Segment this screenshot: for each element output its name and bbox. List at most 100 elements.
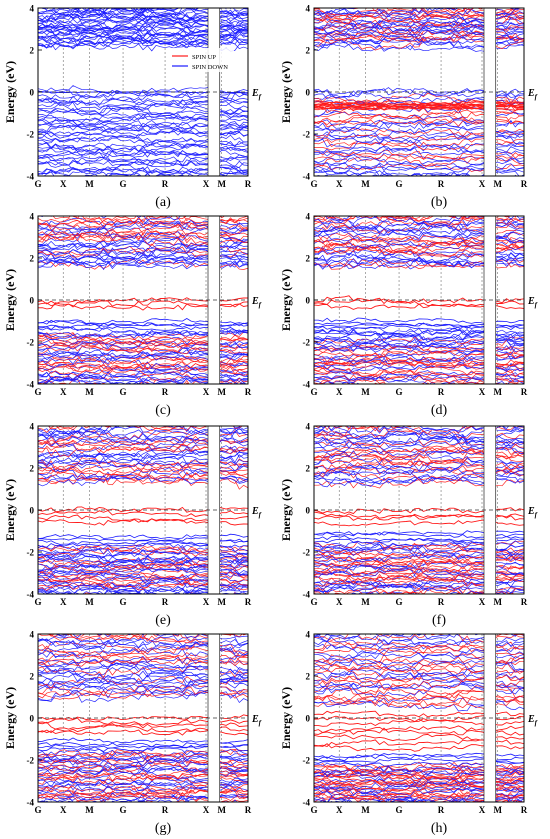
y-tick-label: 4 — [306, 212, 311, 222]
x-tick-label: G — [34, 387, 41, 397]
x-tick-label: X — [60, 805, 67, 815]
x-tick-label: X — [479, 387, 486, 397]
y-tick-label: 4 — [306, 4, 311, 14]
spin-up-band — [38, 412, 248, 424]
spin-up-band — [335, 175, 478, 176]
y-tick-label: 2 — [30, 672, 35, 682]
y-tick-label: -2 — [27, 548, 35, 558]
x-tick-label: M — [85, 179, 94, 189]
x-tick-label: R — [245, 597, 252, 607]
y-tick-label: 4 — [306, 422, 311, 432]
x-tick-label: R — [245, 179, 252, 189]
spin-up-band — [38, 594, 248, 603]
spin-up-band — [314, 386, 524, 395]
y-tick-label: 0 — [306, 506, 311, 516]
y-tick-label: -4 — [303, 798, 311, 808]
y-tick-label: 2 — [30, 464, 35, 474]
x-tick-label: G — [120, 597, 127, 607]
spin-up-band — [314, 595, 524, 606]
spin-up-band — [322, 175, 324, 176]
y-tick-label: 4 — [30, 4, 35, 14]
x-tick-label: G — [120, 387, 127, 397]
y-tick-label: -4 — [303, 590, 311, 600]
x-tick-label: R — [438, 805, 445, 815]
fermi-label: Ef — [251, 296, 262, 309]
fermi-label: Ef — [527, 296, 538, 309]
x-tick-label: G — [310, 179, 317, 189]
x-tick-label: X — [203, 805, 210, 815]
x-tick-label: R — [162, 387, 169, 397]
x-tick-label: R — [162, 805, 169, 815]
spin-up-band — [314, 206, 524, 214]
panel-caption: (c) — [155, 403, 171, 418]
panel-caption: (b) — [431, 195, 448, 210]
x-tick-label: R — [245, 387, 252, 397]
spin-up-band — [506, 801, 507, 802]
y-tick-label: 2 — [306, 46, 311, 56]
x-tick-label: X — [336, 179, 343, 189]
panel-caption: (g) — [155, 821, 172, 836]
x-tick-label: M — [361, 597, 370, 607]
y-tick-label: -2 — [303, 548, 311, 558]
x-tick-label: X — [336, 597, 343, 607]
x-tick-label: G — [310, 805, 317, 815]
spin-up-band — [352, 426, 417, 427]
y-tick-label: -2 — [303, 756, 311, 766]
y-axis-label: Energy (eV) — [279, 61, 293, 123]
x-tick-label: X — [203, 179, 210, 189]
x-tick-label: M — [494, 179, 503, 189]
x-tick-label: X — [479, 179, 486, 189]
spin-up-band — [314, 587, 516, 594]
spin-up-band — [314, 622, 524, 633]
y-tick-label: 0 — [30, 88, 35, 98]
y-tick-label: 0 — [306, 296, 311, 306]
y-axis-label: Energy (eV) — [279, 269, 293, 331]
spin-down-band — [314, 169, 517, 176]
y-tick-label: -4 — [27, 590, 35, 600]
y-tick-label: 0 — [306, 88, 311, 98]
spin-down-band — [112, 8, 113, 9]
spin-down-band — [146, 8, 150, 10]
spin-down-band — [314, 805, 524, 815]
fermi-label: Ef — [527, 506, 538, 519]
y-tick-label: -2 — [303, 338, 311, 348]
y-tick-label: 4 — [30, 630, 35, 640]
x-tick-label: X — [60, 387, 67, 397]
x-tick-label: R — [245, 805, 252, 815]
x-tick-label: G — [396, 179, 403, 189]
y-tick-label: 4 — [30, 422, 35, 432]
spin-down-band — [38, 204, 248, 215]
spin-down-band — [38, 798, 190, 802]
x-tick-label: R — [438, 387, 445, 397]
x-tick-label: X — [203, 597, 210, 607]
y-tick-label: -2 — [27, 338, 35, 348]
x-tick-label: M — [494, 805, 503, 815]
x-tick-label: M — [85, 597, 94, 607]
x-tick-label: M — [85, 805, 94, 815]
x-tick-label: M — [494, 387, 503, 397]
x-tick-label: R — [162, 597, 169, 607]
y-axis-label: Energy (eV) — [3, 687, 17, 749]
y-tick-label: 4 — [306, 630, 311, 640]
spin-down-band — [38, 8, 248, 17]
spin-down-band — [314, 596, 524, 603]
spin-up-band — [38, 386, 248, 394]
fermi-label: Ef — [251, 714, 262, 727]
x-tick-label: R — [521, 387, 528, 397]
y-tick-label: -4 — [303, 172, 311, 182]
spin-down-band — [383, 426, 416, 427]
x-tick-label: M — [85, 387, 94, 397]
x-tick-label: G — [120, 805, 127, 815]
y-tick-label: 2 — [306, 464, 311, 474]
x-tick-label: G — [34, 597, 41, 607]
x-tick-label: X — [479, 597, 486, 607]
y-axis-label: Energy (eV) — [279, 479, 293, 541]
x-tick-label: R — [438, 597, 445, 607]
spin-down-band — [151, 801, 153, 802]
y-tick-label: 0 — [30, 296, 35, 306]
